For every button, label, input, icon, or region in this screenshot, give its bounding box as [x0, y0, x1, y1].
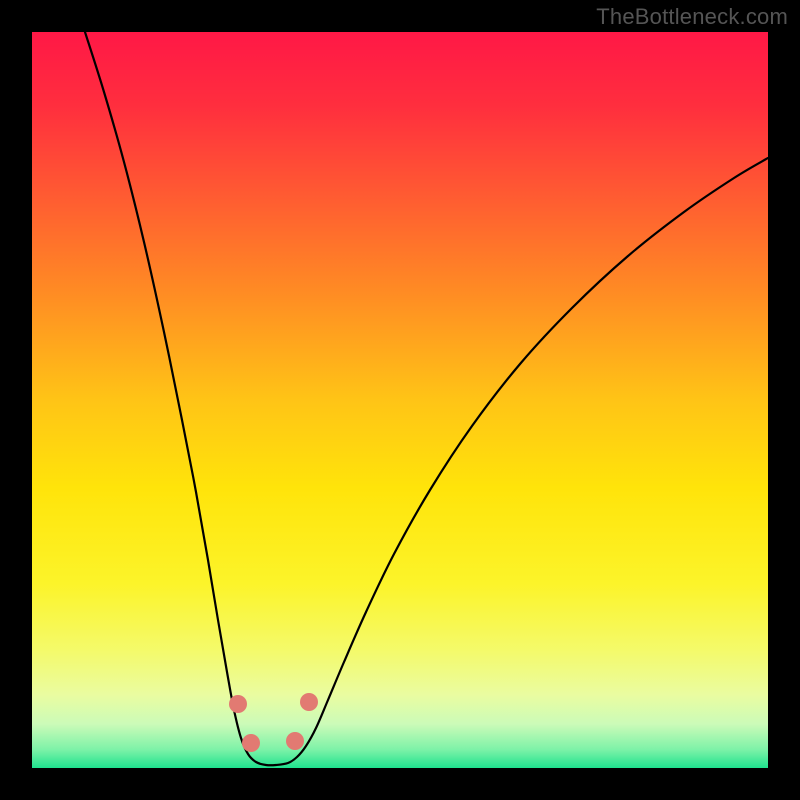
watermark-text: TheBottleneck.com	[596, 4, 788, 30]
curve-bead	[229, 695, 247, 713]
curve-bead	[286, 732, 304, 750]
bottleneck-curve	[32, 32, 768, 768]
curve-bead	[242, 734, 260, 752]
plot-area	[32, 32, 768, 768]
curve-bead	[300, 693, 318, 711]
